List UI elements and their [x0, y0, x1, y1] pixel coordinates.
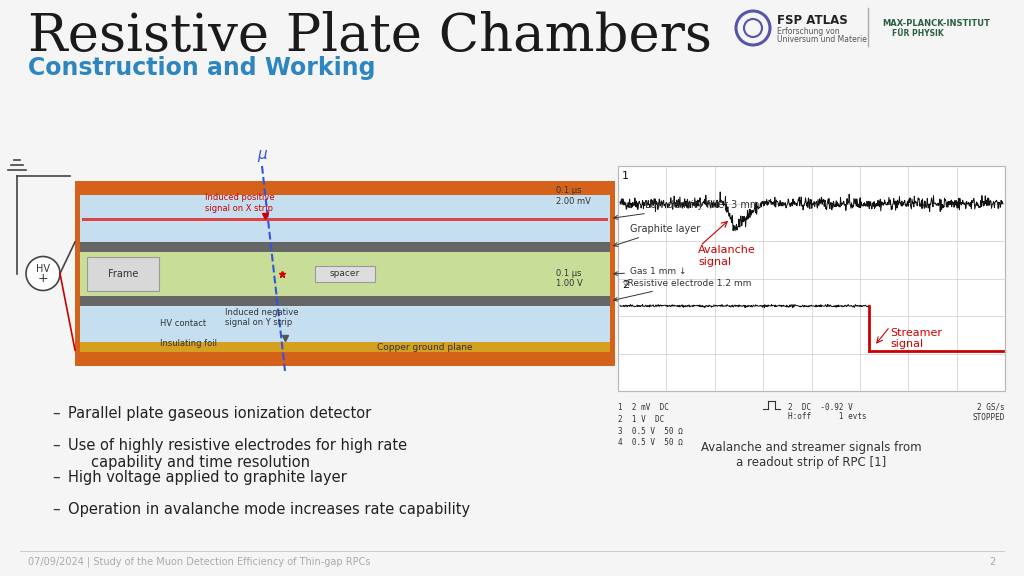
Text: MAX-PLANCK-INSTITUT: MAX-PLANCK-INSTITUT	[882, 18, 990, 28]
Bar	[80, 252, 610, 296]
Bar	[80, 195, 610, 242]
Text: Universum und Materie: Universum und Materie	[777, 35, 867, 44]
Text: Operation in avalanche mode increases rate capability: Operation in avalanche mode increases ra…	[68, 502, 470, 517]
Text: Avalanche and streamer signals from
a readout strip of RPC [1]: Avalanche and streamer signals from a re…	[701, 441, 922, 469]
Text: Parallel plate gaseous ionization detector: Parallel plate gaseous ionization detect…	[68, 406, 372, 421]
Text: 1  2 mV  DC
2  1 V  DC
3  0.5 V  50 Ω
4  0.5 V  50 Ω: 1 2 mV DC 2 1 V DC 3 0.5 V 50 Ω 4 0.5 V …	[618, 403, 683, 448]
Bar	[87, 257, 159, 291]
Text: Induced positive
signal on X strip: Induced positive signal on X strip	[205, 193, 274, 213]
Text: Insulating foil: Insulating foil	[160, 339, 217, 347]
Text: HV contact: HV contact	[160, 320, 206, 328]
Text: Resistive Plate Chambers: Resistive Plate Chambers	[28, 11, 712, 62]
Text: 1: 1	[622, 171, 629, 181]
Text: +: +	[38, 272, 48, 285]
Text: Gas 1 mm ↓: Gas 1 mm ↓	[613, 267, 686, 276]
Text: 2 GS/s
STOPPED: 2 GS/s STOPPED	[973, 403, 1005, 422]
Text: Low density filler 3 mm: Low density filler 3 mm	[613, 200, 760, 219]
Text: FSP ATLAS: FSP ATLAS	[777, 14, 848, 28]
Bar	[618, 166, 1005, 391]
Text: 07/09/2024 | Study of the Muon Detection Efficiency of Thin-gap RPCs: 07/09/2024 | Study of the Muon Detection…	[28, 557, 371, 567]
Text: –: –	[52, 406, 59, 421]
Text: High voltage applied to graphite layer: High voltage applied to graphite layer	[68, 470, 347, 485]
Text: –: –	[52, 502, 59, 517]
Bar	[80, 342, 610, 352]
Bar	[82, 218, 608, 221]
Text: H:off      1 evts: H:off 1 evts	[788, 412, 866, 421]
Text: Use of highly resistive electrodes for high rate
     capability and time resolu: Use of highly resistive electrodes for h…	[68, 438, 408, 471]
Text: –: –	[52, 438, 59, 453]
Text: 2: 2	[990, 557, 996, 567]
Text: Avalanche
signal: Avalanche signal	[698, 245, 756, 267]
Text: Copper ground plane: Copper ground plane	[377, 343, 473, 353]
Text: Frame: Frame	[108, 269, 138, 279]
Bar	[315, 266, 375, 282]
Bar	[80, 296, 610, 306]
Text: Erforschung von: Erforschung von	[777, 26, 840, 36]
Text: Construction and Working: Construction and Working	[28, 56, 376, 80]
Bar	[80, 306, 610, 342]
Text: 2: 2	[622, 281, 629, 290]
Text: spacer: spacer	[330, 270, 360, 279]
Text: Streamer
signal: Streamer signal	[890, 328, 942, 349]
Text: ▿Resistive electrode 1.2 mm: ▿Resistive electrode 1.2 mm	[613, 279, 752, 301]
Text: 0.1 μs
1.00 V: 0.1 μs 1.00 V	[556, 269, 583, 288]
Text: HV: HV	[36, 264, 50, 275]
Text: μ: μ	[257, 147, 267, 162]
Bar	[80, 242, 610, 252]
Text: FÜR PHYSIK: FÜR PHYSIK	[892, 29, 944, 39]
Text: 2  DC  -0.92 V: 2 DC -0.92 V	[788, 403, 853, 412]
Bar	[75, 181, 615, 366]
Text: –: –	[52, 470, 59, 485]
Circle shape	[26, 256, 60, 290]
Text: Induced negative
signal on Y strip: Induced negative signal on Y strip	[225, 308, 299, 327]
Text: Graphite layer: Graphite layer	[613, 224, 700, 247]
Text: 0.1 μs
2.00 mV: 0.1 μs 2.00 mV	[556, 186, 591, 206]
